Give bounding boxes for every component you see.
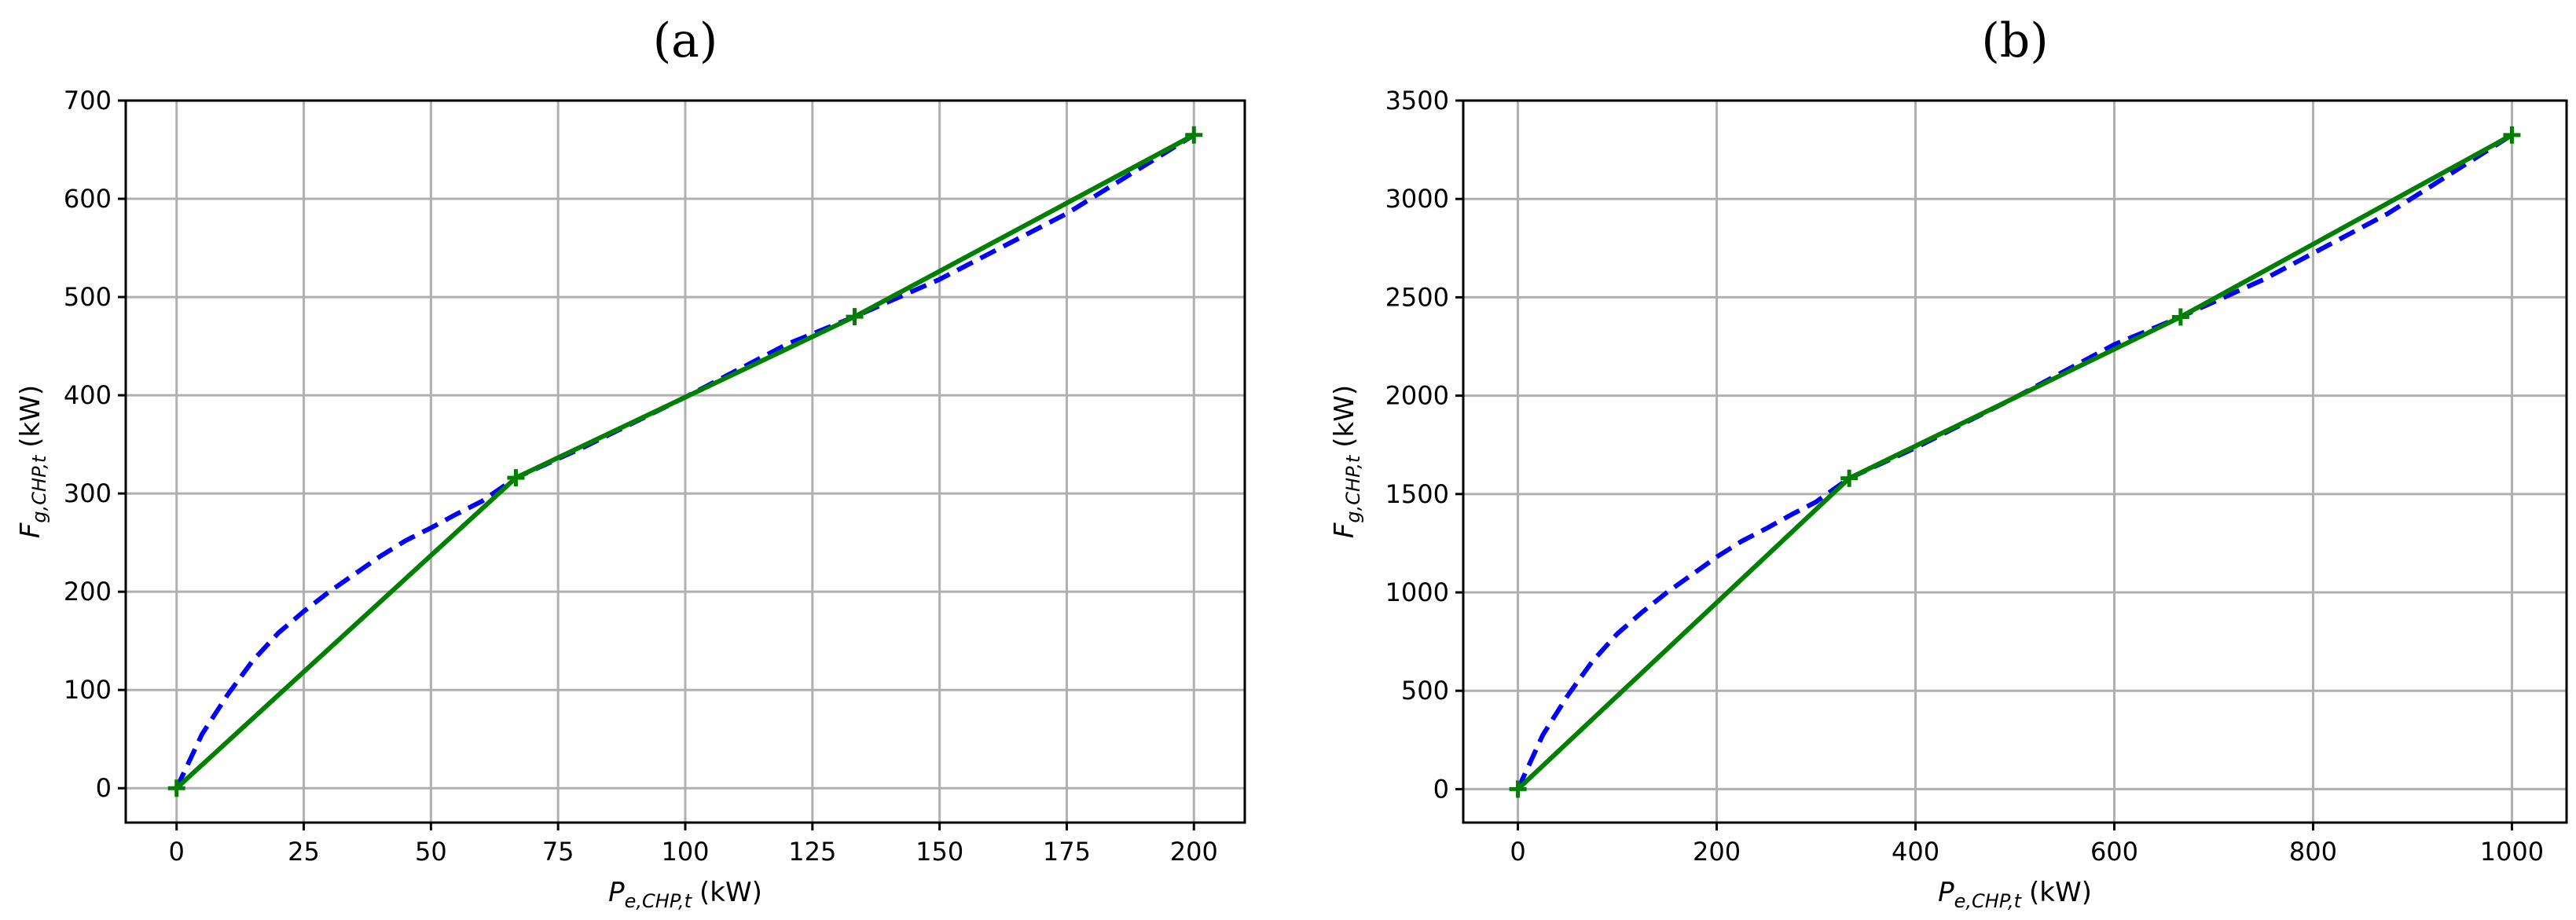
panel-b-y-tick-label: 500 xyxy=(1401,676,1449,706)
panel-a-plus-marker xyxy=(846,308,864,326)
panel-b-title: (b) xyxy=(1981,13,2048,68)
panel-a-x-tick-label: 0 xyxy=(169,837,185,867)
panel-a-plus-marker xyxy=(507,469,525,487)
panel-a-y-tick-label: 500 xyxy=(64,282,112,312)
panel-b-y-axis-symbol: F xyxy=(1329,522,1360,538)
panel-a-plus-marker xyxy=(1185,126,1203,144)
panel-a-dashed-curve xyxy=(174,133,1195,790)
panel-b-plus-marker xyxy=(2503,126,2521,144)
panel-b-axes-frame xyxy=(1462,99,2568,824)
panel-a-x-tick-label: 150 xyxy=(916,837,963,867)
panel-a-x-tick-label: 175 xyxy=(1043,837,1091,867)
panel-a-x-tick-label: 50 xyxy=(415,837,447,867)
panel-a-x-tick-label: 25 xyxy=(288,837,320,867)
panel-b-plus-marker xyxy=(2171,308,2189,326)
panel-b-x-axis-unit: (kW) xyxy=(2029,877,2092,908)
panel-b-y-tick-label: 3500 xyxy=(1385,86,1449,115)
panel-a-y-tick-label: 100 xyxy=(64,675,112,705)
panel-b-y-tick-label: 1500 xyxy=(1385,479,1449,509)
panel-b-y-axis-unit: (kW) xyxy=(1329,385,1360,448)
panel-a-y-tick-label: 200 xyxy=(64,577,112,607)
panel-b-y-tick-label: 3000 xyxy=(1385,184,1449,214)
panel-a-title: (a) xyxy=(653,13,718,68)
panel-b-x-axis-subscript: e,CHP,t xyxy=(1954,890,2023,912)
panel-a-y-tick-label: 0 xyxy=(96,773,112,803)
panel-b-x-axis-symbol: P xyxy=(1938,877,1954,908)
panel-b-y-tick-label: 2000 xyxy=(1385,381,1449,411)
panel-a-x-tick-label: 100 xyxy=(661,837,709,867)
panel-a-chart: 0 25 50 75 100 125 150 175 200 0 100 200 300 400 500 60… xyxy=(15,13,1246,912)
panel-b-x-axis-label: Pe,CHP,t (kW) xyxy=(1938,877,2092,912)
panel-b-x-tick-label: 1000 xyxy=(2480,837,2544,867)
panel-a-x-axis-symbol: P xyxy=(608,877,625,908)
panel-a-y-tick-label: 400 xyxy=(64,380,112,410)
panel-b-y-tick-label: 2500 xyxy=(1385,282,1449,312)
panel-a-y-axis-symbol: F xyxy=(15,522,46,538)
panel-b-x-tick-label: 200 xyxy=(1693,837,1741,867)
panel-a-x-axis-label: Pe,CHP,t (kW) xyxy=(608,877,762,912)
panel-a-y-tick-label: 600 xyxy=(64,184,112,214)
panel-b-y-axis-subscript: g,CHP,t xyxy=(1342,454,1364,522)
panel-a-x-axis-subscript: e,CHP,t xyxy=(625,890,693,912)
panel-b-y-tick-label: 0 xyxy=(1433,774,1449,804)
panel-a-y-axis-label: Fg,CHP,t (kW) xyxy=(15,385,50,538)
panel-a-x-axis-unit: (kW) xyxy=(699,877,762,908)
panel-a-x-tick-label: 75 xyxy=(542,837,574,867)
panel-a-piecewise-line xyxy=(174,133,1195,790)
panel-b-x-tick-label: 600 xyxy=(2090,837,2138,867)
panel-a-y-tick-label: 700 xyxy=(64,86,112,115)
panel-b-y-tick-label: 1000 xyxy=(1385,577,1449,607)
panel-b-piecewise-line xyxy=(1516,133,2513,791)
panel-a-y-tick-label: 300 xyxy=(64,478,112,508)
panel-b-y-axis-label: Fg,CHP,t (kW) xyxy=(1329,385,1364,538)
panel-b-x-tick-label: 800 xyxy=(2289,837,2337,867)
panel-a-y-axis-unit: (kW) xyxy=(15,385,46,448)
panel-b-plus-marker xyxy=(1840,469,1859,487)
panel-b-x-tick-label: 0 xyxy=(1510,837,1525,867)
panel-b-x-tick-label: 400 xyxy=(1892,837,1939,867)
panel-b-plus-marker xyxy=(1509,780,1527,798)
panel-a-plus-marker xyxy=(167,779,185,797)
panel-a-x-tick-label: 125 xyxy=(788,837,836,867)
panel-b-grid xyxy=(1463,99,2567,823)
panel-a-y-axis-subscript: g,CHP,t xyxy=(28,454,50,522)
panel-a-x-tick-label: 200 xyxy=(1170,837,1218,867)
panel-b-chart: 0 200 400 600 800 1000 0 500 1000 1500 2000 2500 300… xyxy=(1329,13,2568,912)
